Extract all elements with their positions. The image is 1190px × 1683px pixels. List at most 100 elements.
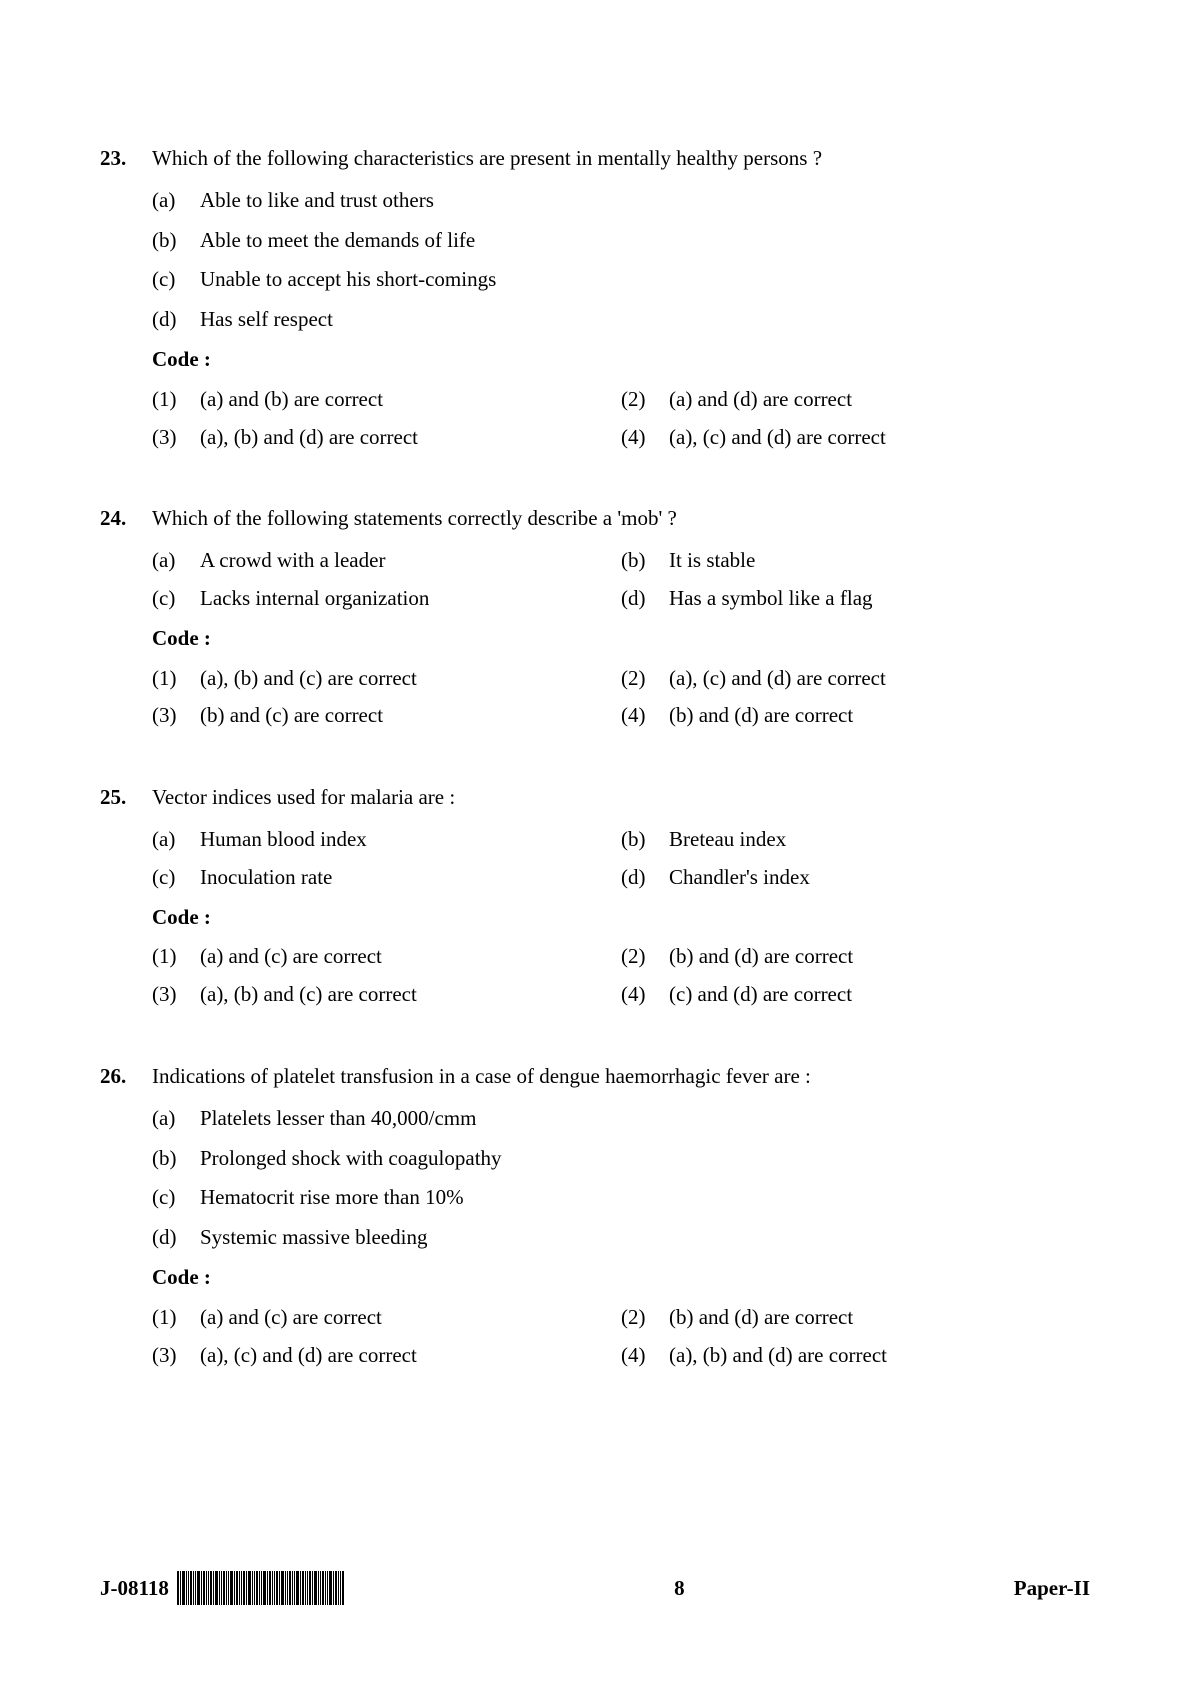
option-label: (d): [152, 301, 200, 339]
code-label: Code :: [152, 899, 1090, 937]
code-option-label: (4): [621, 697, 669, 735]
question-body: Vector indices used for malaria are : (a)…: [152, 779, 1090, 1014]
option-label: (d): [152, 1219, 200, 1257]
option-col: (c)Inoculation rate: [152, 859, 621, 897]
code-option-label: (1): [152, 1299, 200, 1337]
code-col: (4)(c) and (d) are correct: [621, 976, 1090, 1014]
code-label: Code :: [152, 1259, 1090, 1297]
code-col: (4)(a), (b) and (d) are correct: [621, 1337, 1090, 1375]
code-col: (3)(a), (b) and (c) are correct: [152, 976, 621, 1014]
footer-paper-label: Paper-II: [1014, 1576, 1090, 1601]
option-label: (c): [152, 859, 200, 897]
code-col: (1)(a), (b) and (c) are correct: [152, 660, 621, 698]
code-option-label: (1): [152, 938, 200, 976]
option-text: Unable to accept his short-comings: [200, 261, 1090, 299]
option-text: Lacks internal organization: [200, 580, 621, 618]
code-col: (4)(b) and (d) are correct: [621, 697, 1090, 735]
option-row: (a)A crowd with a leader(b)It is stable: [152, 542, 1090, 580]
footer-page-number: 8: [674, 1576, 685, 1601]
code-option-text: (a), (c) and (d) are correct: [669, 419, 1090, 457]
code-col: (4)(a), (c) and (d) are correct: [621, 419, 1090, 457]
code-col: (3)(a), (c) and (d) are correct: [152, 1337, 621, 1375]
option-row: (b)Prolonged shock with coagulopathy: [152, 1140, 1090, 1178]
question-number: 24.: [100, 500, 152, 538]
option-label: (a): [152, 542, 200, 580]
question-row: 23.Which of the following characteristic…: [100, 140, 1090, 456]
option-text: Breteau index: [669, 821, 1090, 859]
code-col: (2)(a), (c) and (d) are correct: [621, 660, 1090, 698]
code-option-label: (1): [152, 381, 200, 419]
question-row: 24.Which of the following statements cor…: [100, 500, 1090, 735]
option-row: (c)Unable to accept his short-comings: [152, 261, 1090, 299]
code-option-text: (a), (b) and (c) are correct: [200, 976, 621, 1014]
question-block: 24.Which of the following statements cor…: [100, 500, 1090, 735]
option-label: (a): [152, 1100, 200, 1138]
option-row: (a)Able to like and trust others: [152, 182, 1090, 220]
footer-left: J-08118: [100, 1571, 345, 1605]
option-text: Prolonged shock with coagulopathy: [200, 1140, 1090, 1178]
question-text: Vector indices used for malaria are :: [152, 779, 1090, 817]
code-option-label: (3): [152, 697, 200, 735]
code-col: (1)(a) and (c) are correct: [152, 1299, 621, 1337]
code-option-text: (b) and (d) are correct: [669, 1299, 1090, 1337]
option-text: It is stable: [669, 542, 1090, 580]
option-label: (d): [621, 580, 669, 618]
option-text: Has a symbol like a flag: [669, 580, 1090, 618]
code-col: (2)(a) and (d) are correct: [621, 381, 1090, 419]
code-row: (1)(a) and (c) are correct(2)(b) and (d)…: [152, 1299, 1090, 1337]
option-text: Chandler's index: [669, 859, 1090, 897]
option-label: (a): [152, 182, 200, 220]
option-row: (c)Lacks internal organization(d)Has a s…: [152, 580, 1090, 618]
code-row: (1)(a) and (b) are correct(2)(a) and (d)…: [152, 381, 1090, 419]
option-label: (b): [621, 542, 669, 580]
question-text: Which of the following statements correc…: [152, 500, 1090, 538]
option-row: (c)Hematocrit rise more than 10%: [152, 1179, 1090, 1217]
question-number: 26.: [100, 1058, 152, 1096]
code-col: (1)(a) and (c) are correct: [152, 938, 621, 976]
code-option-text: (a), (b) and (d) are correct: [200, 419, 621, 457]
footer-code: J-08118: [100, 1576, 169, 1601]
code-label: Code :: [152, 341, 1090, 379]
option-text: Able to meet the demands of life: [200, 222, 1090, 260]
question-number: 25.: [100, 779, 152, 817]
code-option-label: (4): [621, 419, 669, 457]
question-body: Which of the following characteristics a…: [152, 140, 1090, 456]
code-option-text: (b) and (d) are correct: [669, 938, 1090, 976]
code-option-text: (a) and (c) are correct: [200, 938, 621, 976]
code-option-text: (b) and (d) are correct: [669, 697, 1090, 735]
question-number: 23.: [100, 140, 152, 178]
code-row: (3)(a), (b) and (d) are correct(4)(a), (…: [152, 419, 1090, 457]
code-option-label: (2): [621, 660, 669, 698]
option-col: (c)Lacks internal organization: [152, 580, 621, 618]
code-row: (1)(a), (b) and (c) are correct(2)(a), (…: [152, 660, 1090, 698]
code-col: (2)(b) and (d) are correct: [621, 938, 1090, 976]
code-option-text: (a), (c) and (d) are correct: [200, 1337, 621, 1375]
option-label: (d): [621, 859, 669, 897]
option-label: (b): [152, 1140, 200, 1178]
option-row: (c)Inoculation rate(d)Chandler's index: [152, 859, 1090, 897]
option-label: (c): [152, 580, 200, 618]
option-text: Inoculation rate: [200, 859, 621, 897]
question-block: 26.Indications of platelet transfusion i…: [100, 1058, 1090, 1374]
option-row: (d)Systemic massive bleeding: [152, 1219, 1090, 1257]
code-option-text: (a) and (d) are correct: [669, 381, 1090, 419]
question-body: Which of the following statements correc…: [152, 500, 1090, 735]
option-row: (a)Platelets lesser than 40,000/cmm: [152, 1100, 1090, 1138]
code-row: (3)(b) and (c) are correct(4)(b) and (d)…: [152, 697, 1090, 735]
barcode-icon: [177, 1571, 345, 1605]
option-col: (d)Chandler's index: [621, 859, 1090, 897]
code-row: (1)(a) and (c) are correct(2)(b) and (d)…: [152, 938, 1090, 976]
code-row: (3)(a), (b) and (c) are correct(4)(c) an…: [152, 976, 1090, 1014]
option-row: (a)Human blood index(b)Breteau index: [152, 821, 1090, 859]
code-option-label: (3): [152, 976, 200, 1014]
option-label: (c): [152, 261, 200, 299]
code-option-text: (c) and (d) are correct: [669, 976, 1090, 1014]
option-col: (a)A crowd with a leader: [152, 542, 621, 580]
option-text: Human blood index: [200, 821, 621, 859]
code-option-label: (4): [621, 976, 669, 1014]
option-text: Able to like and trust others: [200, 182, 1090, 220]
code-option-label: (3): [152, 419, 200, 457]
option-label: (a): [152, 821, 200, 859]
code-option-label: (3): [152, 1337, 200, 1375]
code-option-label: (2): [621, 381, 669, 419]
